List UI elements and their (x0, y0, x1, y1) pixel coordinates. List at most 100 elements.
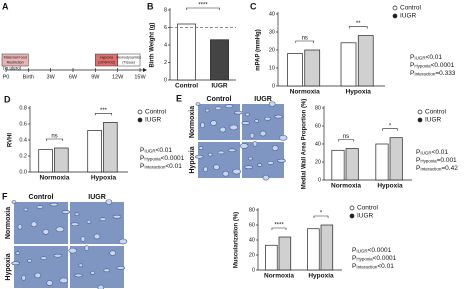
histology-vessel (222, 170, 230, 177)
stat-sub: Hypoxia (144, 157, 161, 162)
stat-rel: <0.01 (432, 149, 449, 156)
y-tick-label: 2 (164, 60, 167, 66)
timeline-box-note: (In utero) (3, 66, 22, 71)
histology-vessel (84, 245, 90, 251)
significance-label: ** (356, 21, 361, 27)
histology-vessel (74, 273, 83, 278)
stat-text: PInteraction<0.01 (352, 263, 394, 270)
significance-label: *** (100, 108, 108, 114)
y-tick-label: 20 (249, 252, 255, 258)
bar (265, 244, 278, 271)
histology-image (14, 246, 68, 288)
stat-p: P (410, 62, 414, 69)
histology-vessel (11, 200, 17, 204)
panel-label: F (2, 191, 8, 201)
y-axis-label: Birth Weight (g) (150, 23, 156, 68)
significance-bracket (382, 128, 398, 131)
histology-vessel (68, 247, 77, 254)
stat-text: PIUGR<0.01 (416, 149, 448, 156)
stat-p: P (410, 70, 414, 77)
histology-vessel (219, 126, 227, 133)
timeline-label: 15W (134, 74, 146, 80)
bar (103, 122, 118, 173)
histology-vessel (277, 158, 286, 163)
significance-bracket (348, 26, 368, 29)
histology-vessel (214, 106, 222, 111)
timeline-box-text: Maternal Food (4, 55, 27, 59)
stat-sub: IUGR (420, 151, 432, 156)
stat-sub: IUGR (356, 249, 368, 254)
legend-marker (349, 205, 355, 211)
timeline-label: 12W (112, 74, 124, 80)
stat-text: PInteraction<0.01 (140, 163, 182, 170)
bar (87, 130, 102, 173)
histology-vessel (274, 114, 283, 119)
stat-p: P (416, 157, 420, 164)
timeline-box (1, 53, 29, 67)
timeline-box-text: (Tissue) (122, 60, 135, 64)
bar (320, 224, 334, 271)
stat-text: PHypoxia<0.0001 (140, 155, 185, 162)
stat-rel: <0.0001 (161, 155, 185, 162)
stat-text: PInteraction=0.333 (410, 70, 456, 77)
legend-marker (392, 13, 398, 19)
stat-p: P (416, 149, 420, 156)
stat-p: P (352, 255, 356, 262)
histology-vessel (217, 150, 225, 155)
timeline-label: 6W (69, 74, 78, 80)
histology-vessel (210, 120, 217, 126)
histology-vessel (78, 263, 84, 268)
x-tick-label: Normoxia (40, 175, 70, 182)
stat-p: P (140, 147, 144, 154)
y-tick-label: 30 (269, 29, 275, 35)
histology-vessel (86, 219, 92, 224)
significance-bracket (94, 113, 113, 116)
bar (38, 149, 53, 173)
stat-sub: Interaction (144, 165, 166, 170)
stat-sub: Interaction (356, 265, 378, 270)
y-axis-label: Muscularization (%) (234, 212, 240, 268)
x-tick-label: Hypoxia (91, 175, 117, 182)
timeline-label: Birth (23, 74, 34, 80)
y-tick-label: 0 (164, 77, 167, 83)
histology-vessel (59, 277, 68, 284)
histology-vessel (21, 275, 27, 281)
histology-vessel (252, 141, 258, 147)
y-tick-label: 4 (164, 42, 167, 48)
x-tick-label: IUGR (211, 83, 228, 90)
histology-vessel (27, 258, 32, 263)
legend-label: IUGR (357, 213, 374, 220)
panel-label: B (147, 1, 154, 11)
x-tick-label: Normoxia (264, 273, 294, 280)
stat-text: PIUGR<0.01 (410, 54, 442, 61)
histology-vessel (207, 152, 213, 157)
histology-vessel (23, 207, 29, 212)
y-tick-label: 0.0 (19, 169, 27, 175)
histology-vessel (224, 104, 234, 108)
stat-text: PInteraction=0.42 (416, 165, 458, 172)
histology-vessel (234, 110, 243, 115)
histology-vessel (195, 102, 201, 106)
significance-bracket (295, 40, 315, 43)
stat-sub: Interaction (414, 72, 436, 77)
histology-vessel (229, 124, 238, 131)
histology-vessel (248, 156, 253, 161)
y-tick-label: 40 (249, 237, 255, 243)
stat-sub: Hypoxia (420, 159, 437, 164)
bar (304, 49, 321, 87)
histology-vessel (109, 250, 116, 256)
significance-bracket (271, 227, 287, 230)
timeline-arrow (143, 68, 147, 72)
x-tick-label: Normoxia (331, 183, 361, 190)
histology-vessel (213, 164, 220, 170)
y-tick-label: 60 (315, 123, 321, 129)
y-tick-label: 0.2 (19, 153, 27, 159)
legend-marker (417, 109, 423, 115)
histology-vessel (112, 214, 122, 219)
histology-vessel (11, 261, 20, 266)
histology-vessel (254, 119, 260, 123)
histology-vessel (116, 266, 126, 270)
significance-label: **** (198, 3, 208, 9)
legend-label: Control (425, 109, 447, 116)
histology-vessel (74, 212, 80, 216)
